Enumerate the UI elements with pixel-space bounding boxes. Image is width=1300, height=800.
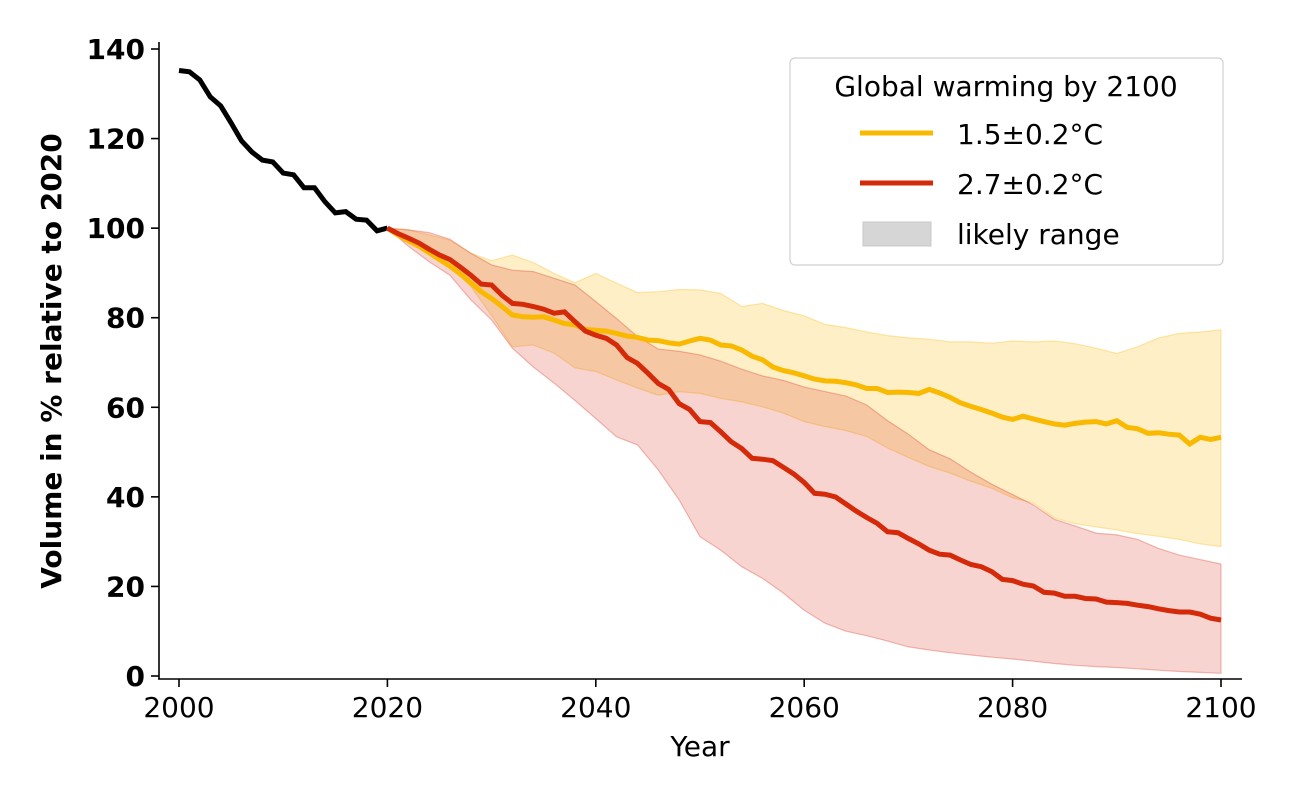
y-tick-label: 20 bbox=[106, 570, 145, 603]
y-tick-label: 0 bbox=[126, 660, 145, 693]
y-tick-label: 40 bbox=[106, 481, 145, 514]
line-1-5-0-2-c bbox=[386, 226, 1222, 448]
y-axis-ticks: 0 20 40 60 80 100 120 140 bbox=[87, 33, 159, 693]
y-tick-label: 140 bbox=[87, 33, 145, 66]
x-tick-label: 2080 bbox=[977, 691, 1048, 724]
x-tick-label: 2020 bbox=[352, 691, 423, 724]
x-axis-label: Year bbox=[669, 730, 730, 763]
legend-label-likely-range: likely range bbox=[957, 218, 1120, 251]
likely-range-bands bbox=[385, 227, 1222, 674]
legend-label-1-5c: 1.5±0.2°C bbox=[957, 118, 1103, 151]
y-tick-label: 120 bbox=[87, 123, 145, 156]
y-tick-label: 80 bbox=[106, 302, 145, 335]
y-axis-label: Volume in % relative to 2020 bbox=[35, 133, 68, 588]
legend-swatch-likely-range bbox=[862, 221, 932, 247]
line-2-7-0-2-c bbox=[386, 225, 1222, 623]
x-tick-label: 2000 bbox=[143, 691, 214, 724]
x-tick-label: 2040 bbox=[560, 691, 631, 724]
legend-label-2-7c: 2.7±0.2°C bbox=[957, 168, 1103, 201]
legend-frame bbox=[789, 57, 1224, 266]
line-historical bbox=[178, 68, 389, 234]
y-tick-label: 60 bbox=[106, 391, 145, 424]
legend-title: Global warming by 2100 bbox=[834, 70, 1177, 103]
legend: Global warming by 2100 1.5±0.2°C 2.7±0.2… bbox=[789, 57, 1224, 266]
x-tick-label: 2100 bbox=[1185, 691, 1256, 724]
x-axis-ticks: 2000 2020 2040 2060 2080 2100 bbox=[143, 679, 1257, 724]
series-lines bbox=[178, 68, 1222, 623]
x-tick-label: 2060 bbox=[769, 691, 840, 724]
y-tick-label: 100 bbox=[87, 212, 145, 245]
